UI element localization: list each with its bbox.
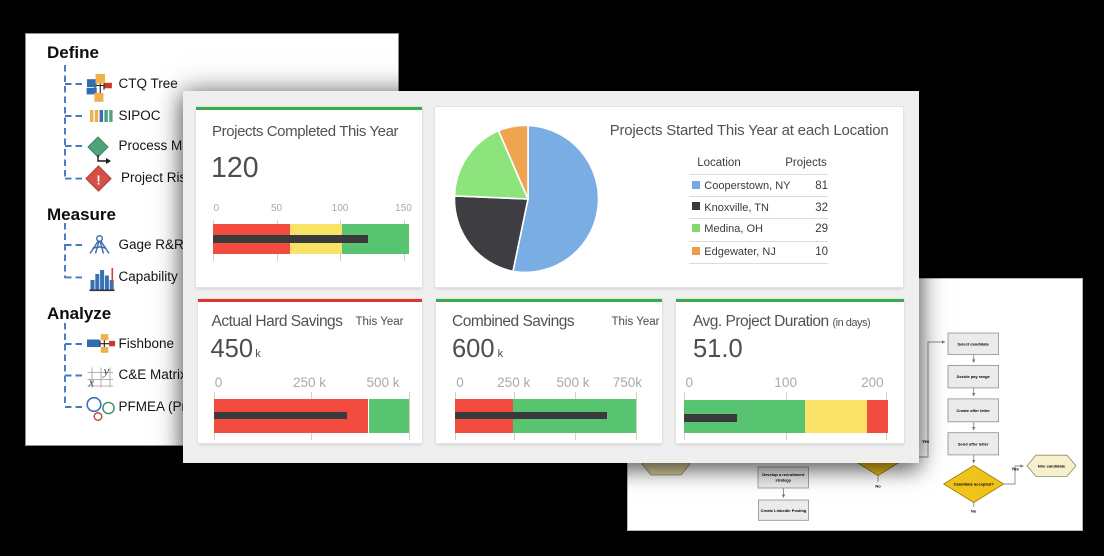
svg-text:Send offer letter: Send offer letter bbox=[958, 441, 989, 446]
svg-text:!: ! bbox=[96, 173, 100, 188]
svg-text:Develop a recruitment: Develop a recruitment bbox=[762, 472, 805, 477]
svg-text:Yes: Yes bbox=[922, 439, 930, 444]
svg-text:strategy: strategy bbox=[775, 477, 791, 482]
svg-text:Hire candidate: Hire candidate bbox=[1038, 463, 1066, 468]
svg-text:Create offer letter: Create offer letter bbox=[957, 408, 991, 413]
svg-text:Decide pay range: Decide pay range bbox=[957, 374, 991, 379]
svg-text:No: No bbox=[971, 509, 977, 514]
svg-text:Create LinkedIn Posting: Create LinkedIn Posting bbox=[761, 508, 807, 513]
svg-text:Select candidate: Select candidate bbox=[957, 341, 989, 346]
svg-text:x: x bbox=[88, 375, 95, 390]
svg-text:Yes: Yes bbox=[1012, 467, 1020, 472]
svg-text:No: No bbox=[875, 484, 881, 489]
svg-text:y: y bbox=[102, 363, 110, 378]
svg-text:Candidate accepted?: Candidate accepted? bbox=[954, 482, 995, 487]
